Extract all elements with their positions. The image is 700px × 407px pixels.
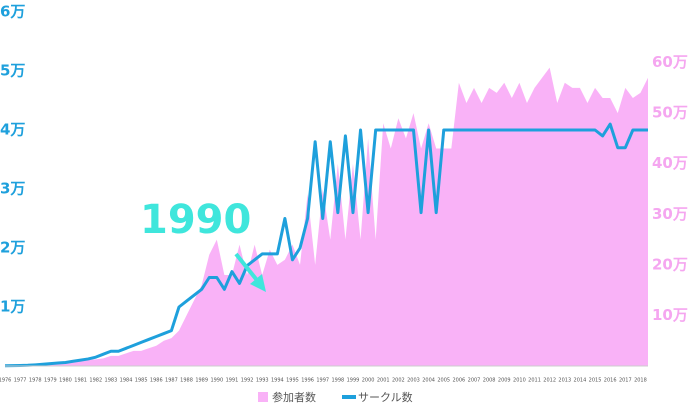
x-tick-label: 1989 <box>195 378 208 384</box>
x-tick-label: 1992 <box>241 378 254 384</box>
x-tick-label: 2011 <box>528 378 541 384</box>
area-layer <box>5 67 648 366</box>
x-tick-label: 2012 <box>543 378 556 384</box>
x-tick-label: 1980 <box>59 378 72 384</box>
legend-swatch <box>342 395 356 399</box>
x-tick-label: 1983 <box>105 378 118 384</box>
y-tick-label: 2万 <box>0 239 25 257</box>
x-tick-label: 2000 <box>362 378 375 384</box>
x-tick-label: 2006 <box>453 378 466 384</box>
x-tick-label: 2014 <box>574 378 587 384</box>
x-tick-label: 1994 <box>271 378 284 384</box>
x-tick-label: 1993 <box>256 378 269 384</box>
y2-tick-label: 60万 <box>652 53 688 71</box>
y2-tick-label: 20万 <box>652 255 688 273</box>
annotation: 1990 <box>140 197 251 243</box>
y-tick-label: 4万 <box>0 121 25 139</box>
annotation-arrowhead <box>250 274 266 292</box>
x-tick-label: 1986 <box>150 378 163 384</box>
x-tick-label: 1984 <box>120 378 133 384</box>
x-tick-label: 1979 <box>44 378 57 384</box>
x-tick-label: 1997 <box>316 378 329 384</box>
x-tick-label: 2001 <box>377 378 390 384</box>
x-tick-label: 2002 <box>392 378 405 384</box>
y2-tick-label: 40万 <box>652 154 688 172</box>
y-tick-label: 6万 <box>0 3 25 21</box>
x-tick-label: 1988 <box>180 378 193 384</box>
x-tick-label: 1998 <box>331 378 344 384</box>
x-tick-label: 2003 <box>407 378 420 384</box>
y2-tick-label: 10万 <box>652 306 688 324</box>
legend-swatch <box>258 392 268 402</box>
x-tick-label: 1978 <box>29 378 42 384</box>
y2-tick-label: 50万 <box>652 104 688 122</box>
y2-tick-label: 30万 <box>652 205 688 223</box>
x-tick-label: 2009 <box>498 378 511 384</box>
x-tick-label: 2005 <box>437 378 450 384</box>
line <box>4 122 648 368</box>
x-tick-label: 1995 <box>286 378 299 384</box>
x-tick-label: 1976 <box>0 378 11 384</box>
x-tick-label: 2018 <box>634 378 647 384</box>
legend-label: 参加者数 <box>272 390 316 404</box>
line-layer <box>4 122 648 368</box>
x-tick-label: 1987 <box>165 378 178 384</box>
legend-label: サークル数 <box>358 391 413 404</box>
y-tick-label: 5万 <box>0 62 25 80</box>
x-tick-label: 1985 <box>135 378 148 384</box>
x-tick-label: 1996 <box>301 378 314 384</box>
y-tick-label: 1万 <box>0 298 25 316</box>
x-tick-label: 1977 <box>14 378 27 384</box>
x-tick-label: 2016 <box>604 378 617 384</box>
x-tick-label: 1999 <box>347 378 360 384</box>
x-tick-label: 1991 <box>226 378 239 384</box>
x-tick-label: 2007 <box>468 378 481 384</box>
x-tick-label: 2015 <box>589 378 602 384</box>
y-tick-label: 3万 <box>0 180 25 198</box>
x-tick-label: 2004 <box>422 378 435 384</box>
x-tick-label: 1982 <box>89 378 102 384</box>
x-tick-label: 1981 <box>74 378 87 384</box>
x-tick-label: 1990 <box>210 378 223 384</box>
area <box>5 67 648 366</box>
x-tick-label: 2008 <box>483 378 496 384</box>
x-tick-label: 2010 <box>513 378 526 384</box>
x-tick-label: 2017 <box>619 378 632 384</box>
x-tick-label: 2013 <box>558 378 571 384</box>
